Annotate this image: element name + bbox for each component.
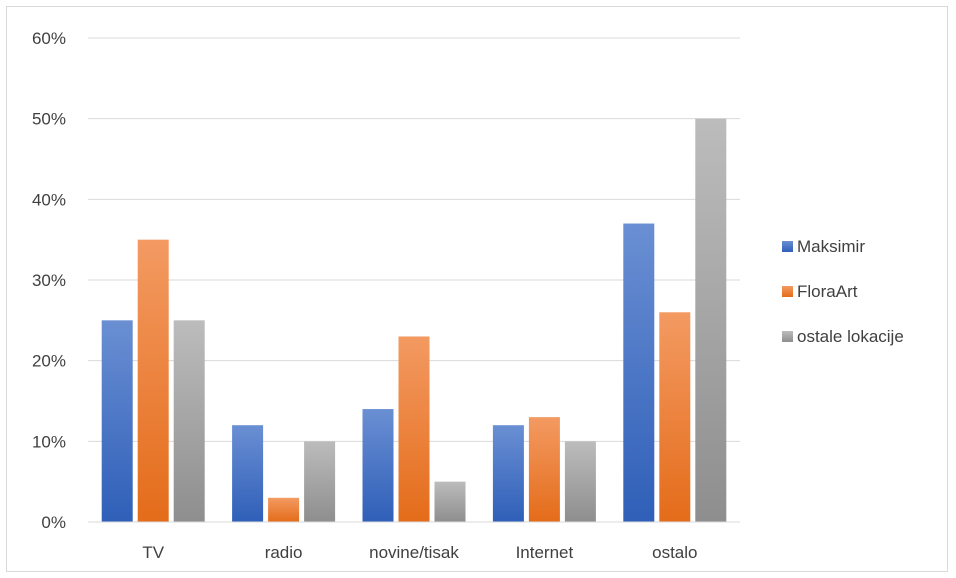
legend-swatch <box>782 286 793 297</box>
bar-floraart-tv <box>137 239 169 522</box>
x-tick-label: novine/tisak <box>369 543 459 562</box>
x-tick-label: ostalo <box>652 543 697 562</box>
y-tick-label: 60% <box>32 29 66 48</box>
bar-ostale-lokacije-tv <box>173 320 205 522</box>
x-tick-label: Internet <box>516 543 574 562</box>
x-axis: TV radio novine/tisak Internet ostalo <box>88 521 740 562</box>
bar-floraart-novine-tisak <box>398 336 430 522</box>
bar-floraart-internet <box>528 417 560 522</box>
y-tick-label: 10% <box>32 432 66 451</box>
legend-swatch <box>782 241 793 252</box>
y-tick-label: 50% <box>32 110 66 129</box>
bar-maksimir-tv <box>101 320 133 522</box>
y-tick-label: 40% <box>32 190 66 209</box>
bar-ostale-lokacije-novine-tisak <box>434 481 466 522</box>
bar-ostale-lokacije-ostalo <box>695 118 727 523</box>
y-tick-label: 30% <box>32 271 66 290</box>
x-tick-label: TV <box>142 543 164 562</box>
y-axis: 0% 10% 20% 30% 40% 50% 60% <box>32 29 66 532</box>
bar-maksimir-internet <box>492 425 524 522</box>
bar-floraart-ostalo <box>659 312 691 522</box>
legend-label: FloraArt <box>797 282 858 301</box>
y-tick-label: 0% <box>41 513 66 532</box>
bar-ostale-lokacije-radio <box>304 441 336 522</box>
legend-label: Maksimir <box>797 237 865 256</box>
bar-maksimir-ostalo <box>623 223 655 523</box>
legend-swatch <box>782 331 793 342</box>
bar-floraart-radio <box>268 497 300 522</box>
y-tick-label: 20% <box>32 352 66 371</box>
legend: Maksimir FloraArt ostale lokacije <box>782 237 904 346</box>
x-tick-label: radio <box>265 543 303 562</box>
legend-label: ostale lokacije <box>797 327 904 346</box>
bar-maksimir-novine-tisak <box>362 409 394 522</box>
bar-maksimir-radio <box>232 425 264 522</box>
bars <box>101 118 727 523</box>
bar-ostale-lokacije-internet <box>564 441 596 522</box>
